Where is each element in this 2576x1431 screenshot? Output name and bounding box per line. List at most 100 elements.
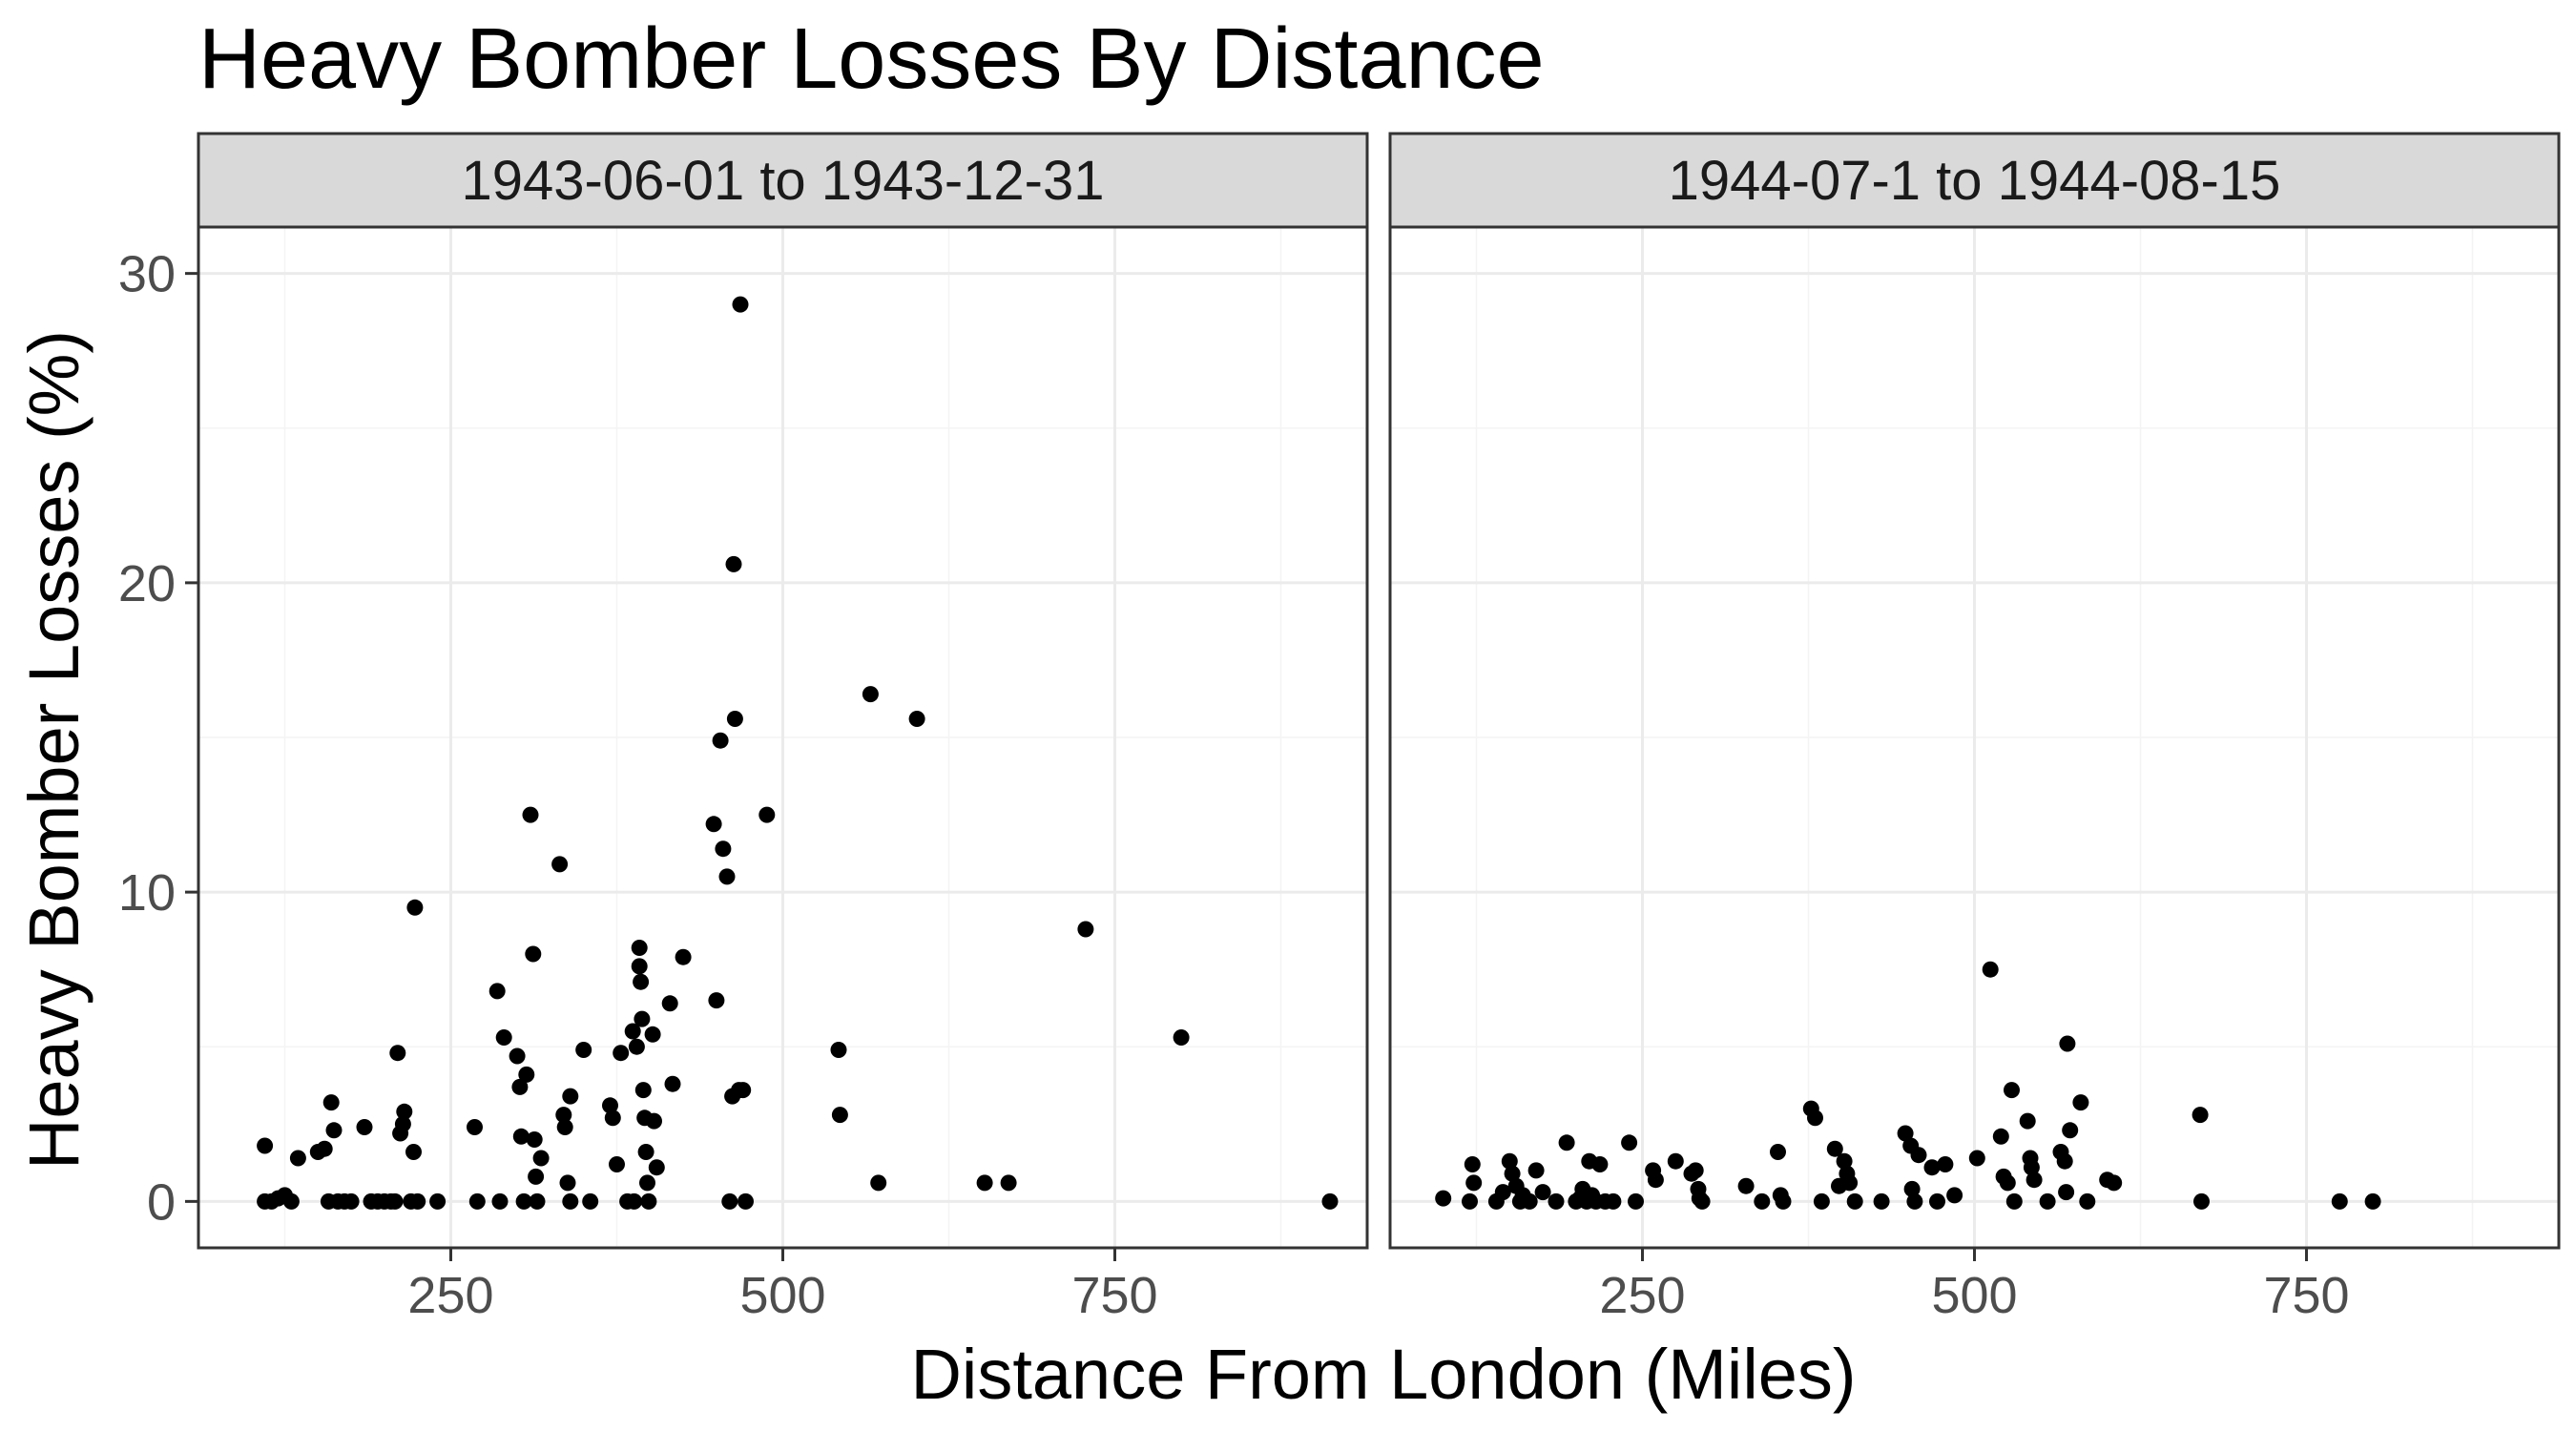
y-tick-label: 20 <box>118 555 176 612</box>
data-point <box>1628 1192 1644 1210</box>
data-point <box>2072 1094 2089 1111</box>
data-point <box>512 1128 530 1145</box>
data-point <box>1687 1162 1704 1179</box>
data-point <box>409 1192 426 1210</box>
data-point <box>1667 1152 1684 1170</box>
data-point <box>528 1168 545 1185</box>
data-point <box>396 1103 413 1120</box>
data-point <box>1873 1192 1890 1210</box>
data-point <box>830 1042 847 1058</box>
data-point <box>1647 1172 1664 1189</box>
data-point <box>1992 1128 2009 1145</box>
data-point <box>634 1082 652 1099</box>
data-point <box>2364 1192 2381 1210</box>
data-point <box>582 1192 599 1210</box>
data-point <box>1770 1144 1786 1160</box>
data-point <box>726 711 743 727</box>
facet-strip-label: 1944-07-1 to 1944-08-15 <box>1669 150 2281 212</box>
data-point <box>1737 1177 1755 1194</box>
data-point <box>1897 1125 1914 1142</box>
panels: 1943-06-01 to 1943-12-31 250 500 750 0 10 20 30… <box>118 132 2561 1324</box>
data-point <box>633 973 650 990</box>
x-tick-label: 750 <box>1071 1267 1157 1324</box>
data-point <box>624 1023 641 1040</box>
data-point <box>1968 1150 1985 1167</box>
data-point <box>634 1010 651 1027</box>
data-point <box>2004 1082 2020 1099</box>
data-point <box>664 1075 681 1092</box>
data-point <box>870 1174 887 1192</box>
data-point <box>1077 921 1094 938</box>
data-point <box>2056 1152 2073 1170</box>
data-point <box>495 1029 512 1046</box>
data-point <box>628 1038 645 1055</box>
data-point <box>575 1042 592 1058</box>
facet-panel-2: 1944-07-1 to 1944-08-15 250 500 750 <box>1388 132 2561 1324</box>
data-point <box>661 995 678 1012</box>
data-point <box>721 1192 738 1210</box>
data-point <box>2039 1192 2056 1210</box>
data-point <box>405 1144 422 1160</box>
data-point <box>394 1115 411 1132</box>
data-point <box>257 1137 274 1154</box>
data-point <box>386 1192 404 1210</box>
data-point <box>2192 1107 2209 1124</box>
data-point <box>559 1174 576 1192</box>
data-point <box>640 1192 657 1210</box>
x-tick-label: 750 <box>2263 1267 2349 1324</box>
x-axis-title: Distance From London (Miles) <box>910 1335 1856 1414</box>
data-point <box>976 1174 993 1192</box>
data-point <box>1494 1184 1511 1201</box>
data-point <box>467 1119 483 1135</box>
y-tick-label: 30 <box>118 246 176 303</box>
data-point <box>737 1192 754 1210</box>
data-point <box>555 1107 572 1124</box>
data-point <box>631 940 648 956</box>
data-point <box>429 1192 447 1210</box>
data-point <box>1527 1162 1545 1179</box>
data-point <box>609 1156 625 1172</box>
data-point <box>1321 1192 1339 1210</box>
data-point <box>2005 1192 2023 1210</box>
chart-title: Heavy Bomber Losses By Distance <box>198 11 1545 107</box>
facet-strip-label: 1943-06-01 to 1943-12-31 <box>462 150 1105 212</box>
data-point <box>831 1107 848 1124</box>
data-point <box>532 1150 550 1167</box>
data-point <box>631 958 648 975</box>
data-point <box>518 1066 535 1083</box>
data-point <box>613 1045 630 1062</box>
data-point <box>2023 1159 2040 1176</box>
data-point <box>644 1026 661 1043</box>
data-point <box>1846 1192 1863 1210</box>
data-point <box>705 816 722 833</box>
data-point <box>526 1131 543 1148</box>
y-axis-title: Heavy Bomber Losses (%) <box>14 330 93 1170</box>
data-point <box>1937 1156 1954 1172</box>
data-point <box>2193 1192 2210 1210</box>
data-point <box>602 1097 618 1114</box>
y-tick-label: 0 <box>147 1173 176 1231</box>
data-point <box>1946 1187 1963 1204</box>
data-point <box>1000 1174 1017 1192</box>
data-point <box>325 1122 343 1139</box>
data-point <box>646 1112 662 1130</box>
data-point <box>675 948 692 965</box>
data-point <box>1775 1192 1792 1210</box>
data-point <box>551 856 569 873</box>
data-point <box>1558 1134 1575 1151</box>
data-point <box>515 1192 532 1210</box>
data-point <box>343 1192 360 1210</box>
data-point <box>522 806 539 823</box>
data-point <box>1982 961 1999 978</box>
data-point <box>1929 1192 1945 1210</box>
data-point <box>491 1192 509 1210</box>
data-point <box>468 1192 486 1210</box>
facet-panel-1: 1943-06-01 to 1943-12-31 250 500 750 0 10 20 30 <box>118 132 1369 1324</box>
data-point <box>1464 1156 1481 1172</box>
data-point <box>1906 1192 1923 1210</box>
y-tick-label: 10 <box>118 864 176 922</box>
data-point <box>289 1150 306 1167</box>
data-point <box>509 1047 526 1065</box>
scatter-points <box>1435 961 2381 1210</box>
data-point <box>708 992 725 1009</box>
